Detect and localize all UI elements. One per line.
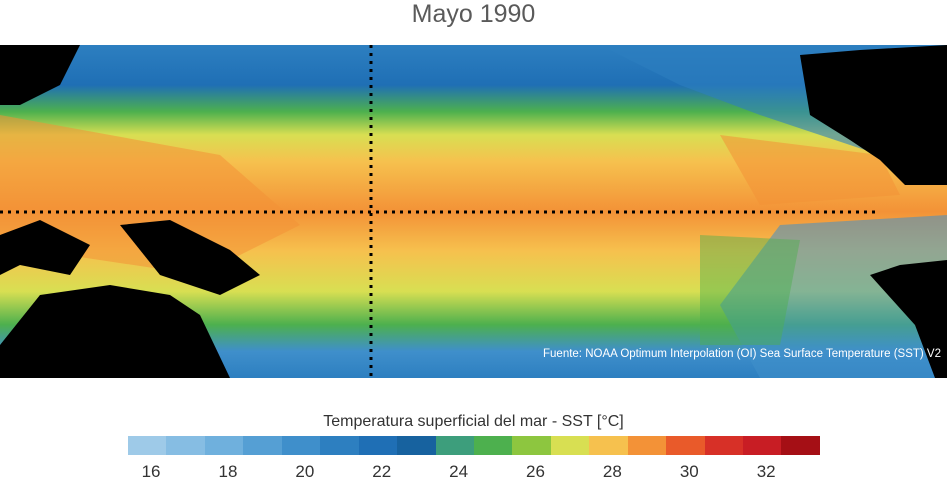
colorbar-swatch xyxy=(781,436,820,455)
sst-map xyxy=(0,45,947,378)
colorbar-swatch xyxy=(397,436,436,455)
colorbar-swatch xyxy=(204,436,244,455)
colorbar-tick-label: 18 xyxy=(218,462,238,481)
source-caption: Fuente: NOAA Optimum Interpolation (OI) … xyxy=(543,348,941,360)
colorbar-swatch xyxy=(435,436,474,455)
colorbar-tick-label: 32 xyxy=(756,462,776,481)
colorbar-tick-label: 24 xyxy=(449,462,469,481)
colorbar-swatch xyxy=(128,436,167,455)
colorbar xyxy=(128,436,820,455)
colorbar-swatch xyxy=(704,436,743,455)
colorbar-swatch xyxy=(166,436,205,455)
colorbar-swatch xyxy=(320,436,359,455)
colorbar-swatch xyxy=(627,436,667,455)
colorbar-swatch xyxy=(666,436,705,455)
colorbar-ticks: 16 18 20 22 24 26 28 30 32 xyxy=(0,462,947,481)
colorbar-tick-label: 26 xyxy=(526,462,545,481)
colorbar-tick-label: 30 xyxy=(679,462,699,481)
colorbar-swatch xyxy=(243,436,282,455)
colorbar-tick-label: 22 xyxy=(372,462,392,481)
colorbar-swatch xyxy=(281,436,321,455)
colorbar-swatch xyxy=(589,436,628,455)
colorbar-tick-label: 16 xyxy=(141,462,161,481)
map-title: Mayo 1990 xyxy=(411,0,536,28)
colorbar-swatch xyxy=(512,436,551,455)
colorbar-swatch xyxy=(473,436,513,455)
colorbar-tick-label: 20 xyxy=(295,462,315,481)
colorbar-swatch xyxy=(743,436,782,455)
colorbar-swatch xyxy=(550,436,590,455)
colorbar-label: Temperatura superficial del mar - SST [°… xyxy=(323,413,624,430)
colorbar-swatch xyxy=(358,436,398,455)
colorbar-tick-label: 28 xyxy=(602,462,622,481)
